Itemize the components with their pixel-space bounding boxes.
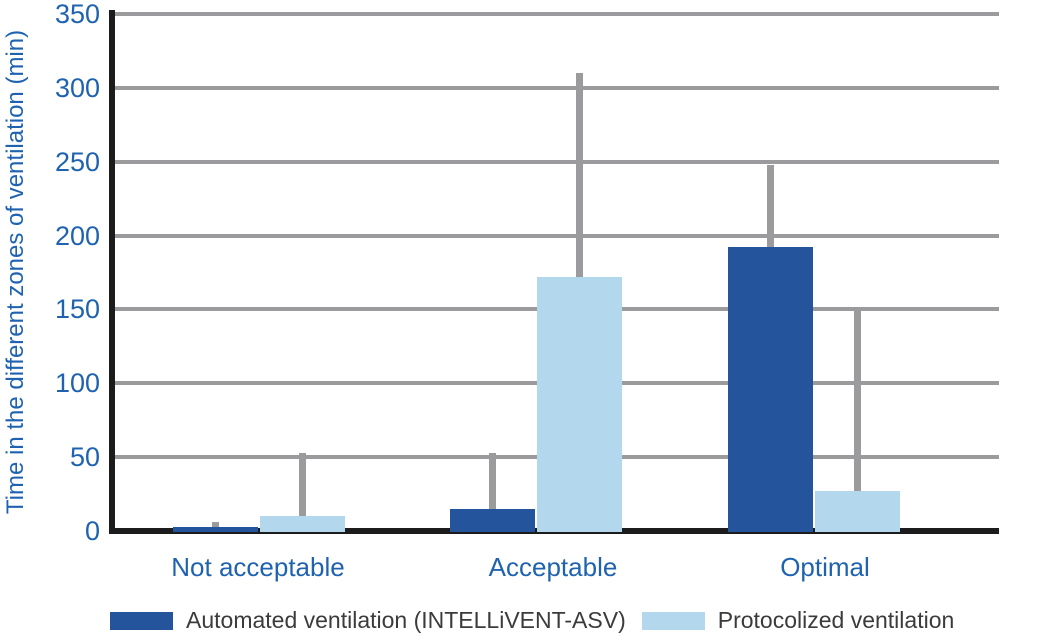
- y-tick-label-200: 200: [54, 220, 100, 251]
- y-tick-label-100: 100: [54, 368, 100, 399]
- error-bar-protocolized-0: [298, 452, 306, 523]
- y-tick-label-250: 250: [54, 146, 100, 177]
- bar-automated-0: [172, 526, 258, 532]
- legend-label-automated: Automated ventilation (INTELLiVENT-ASV): [186, 607, 626, 633]
- y-tick-label-350: 350: [54, 0, 100, 29]
- gridline-350: [112, 12, 999, 16]
- category-label-1: Acceptable: [488, 552, 618, 582]
- legend-item-protocolized: Protocolized ventilation: [641, 607, 955, 634]
- y-axis-line: [109, 10, 115, 534]
- bar-automated-2: [727, 247, 813, 532]
- legend-item-automated: Automated ventilation (INTELLiVENT-ASV): [110, 607, 626, 634]
- error-bar-automated-2: [766, 164, 774, 254]
- y-tick-label-0: 0: [84, 516, 100, 546]
- error-bar-protocolized-1: [576, 73, 583, 283]
- y-tick-label-300: 300: [54, 72, 100, 103]
- bar-protocolized-2: [814, 491, 900, 532]
- gridline-300: [112, 85, 999, 90]
- gridline-250: [112, 159, 999, 164]
- category-label-2: Optimal: [780, 552, 870, 582]
- legend: Automated ventilation (INTELLiVENT-ASV) P…: [110, 607, 970, 634]
- y-tick-label-50: 50: [69, 442, 100, 473]
- legend-swatch-protocolized: [641, 611, 705, 630]
- bar-protocolized-0: [259, 516, 345, 532]
- bar-automated-1: [450, 508, 535, 532]
- legend-swatch-automated: [110, 611, 173, 630]
- legend-label-protocolized: Protocolized ventilation: [717, 607, 955, 633]
- error-bar-protocolized-2: [853, 309, 861, 498]
- y-tick-label-150: 150: [54, 294, 100, 325]
- bar-protocolized-1: [537, 276, 622, 532]
- gridline-200: [112, 233, 999, 238]
- error-bar-automated-1: [489, 452, 496, 515]
- category-label-0: Not acceptable: [171, 552, 345, 582]
